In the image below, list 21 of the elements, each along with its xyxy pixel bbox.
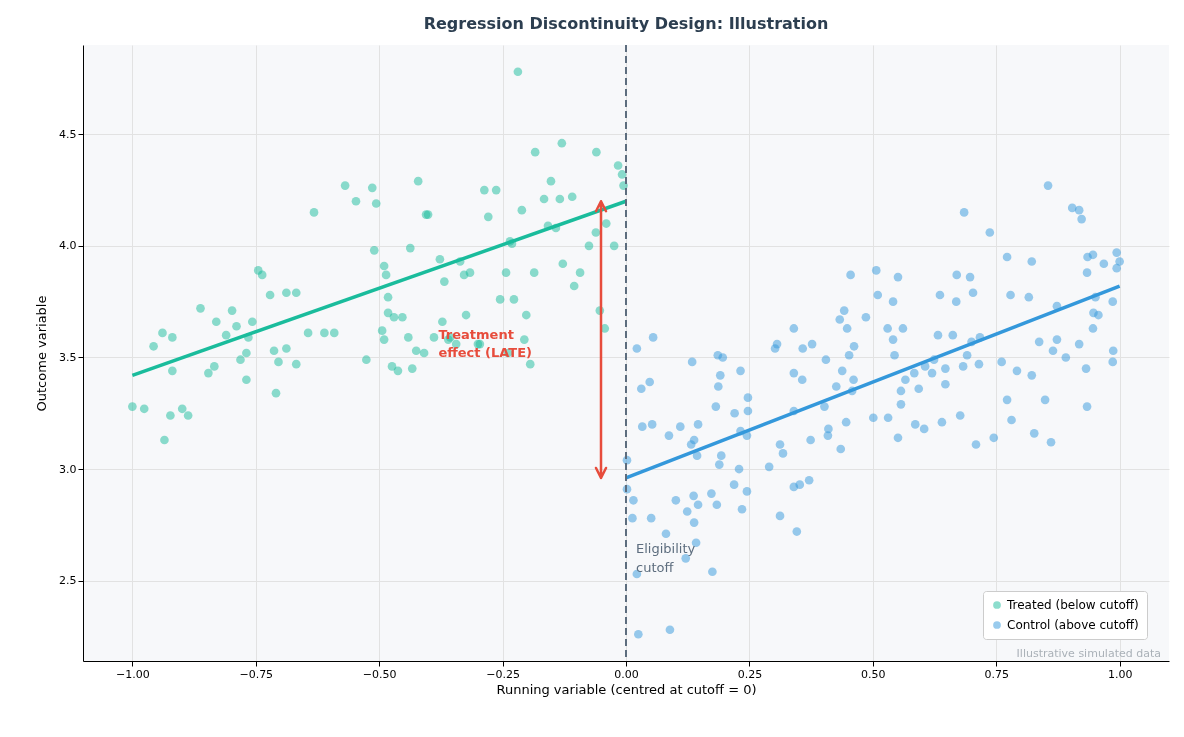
x-tick-label: 0.50 <box>861 667 886 681</box>
y-tick-label: 3.0 <box>59 462 77 476</box>
x-tick-label: −0.25 <box>486 667 520 681</box>
x-tick-label: −1.00 <box>116 667 150 681</box>
y-tick-label: 4.0 <box>59 239 77 253</box>
x-tick-label: −0.50 <box>362 667 397 681</box>
x-tick-label: 0.75 <box>984 667 1009 681</box>
x-tick-label: 1.00 <box>1107 667 1133 681</box>
x-axis-title: Running variable (centred at cutoff = 0) <box>496 681 757 697</box>
ref-line-label: Eligibility cutoff <box>636 541 696 575</box>
legend-label: Treated (below cutoff) <box>1006 598 1139 612</box>
x-tick-label: −0.75 <box>239 667 274 681</box>
annotation: Illustrative simulated data <box>1016 647 1161 660</box>
y-tick-label: 2.5 <box>59 574 77 588</box>
y-tick-label: 3.5 <box>59 350 77 364</box>
x-tick-label: 0.25 <box>737 667 763 681</box>
legend-label: Control (above cutoff) <box>1007 618 1139 632</box>
y-axis-title: Outcome variable <box>34 295 50 412</box>
x-tick-label: 0.00 <box>614 667 639 681</box>
chart-title: Regression Discontinuity Design: Illustration <box>423 14 829 33</box>
y-tick-label: 4.5 <box>59 127 77 141</box>
